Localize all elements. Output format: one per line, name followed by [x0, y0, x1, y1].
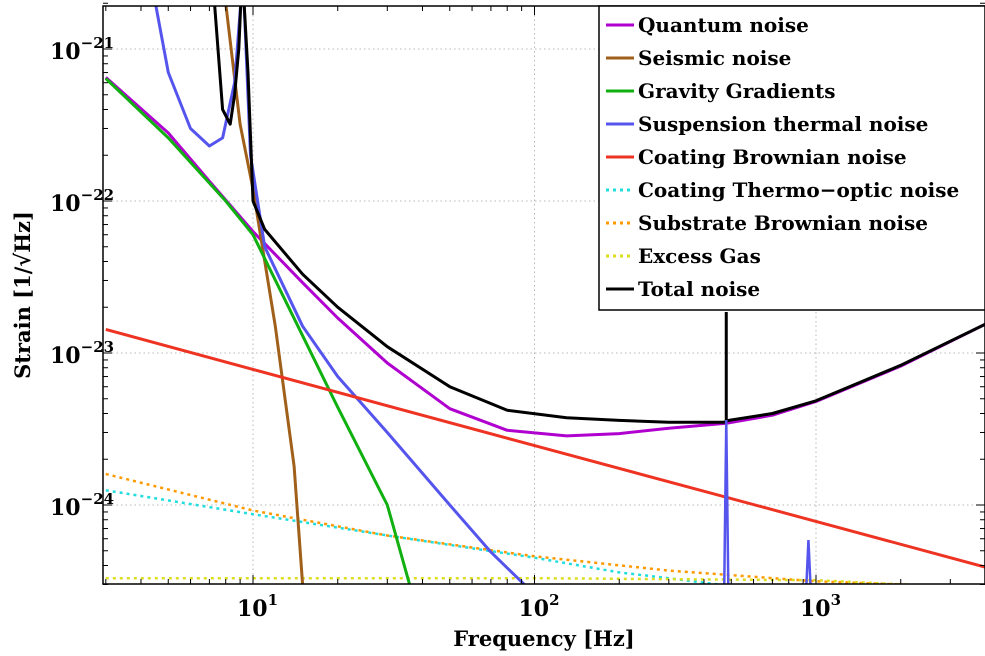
legend-entry-excess-gas: Excess Gas — [606, 244, 761, 268]
tick-labels: 101 102 103 10−24 10−23 10−22 10−21 — [50, 34, 841, 622]
series-line-excess-gas — [105, 576, 921, 584]
legend-label: Total noise — [638, 277, 760, 301]
legend-entry-quantum-noise: Quantum noise — [606, 13, 809, 37]
legend-entries: Quantum noise Seismic noise Gravity Gradie… — [606, 13, 959, 301]
y-axis-label: Strain [1/√Hz] — [10, 211, 35, 379]
y-tick-label: 10−23 — [50, 338, 114, 369]
y-tick-label: 10−24 — [50, 490, 114, 521]
legend-label: Excess Gas — [638, 244, 761, 268]
x-tick-label: 101 — [237, 591, 278, 622]
legend-label: Coating Thermo−optic noise — [638, 178, 959, 202]
legend-label: Suspension thermal noise — [638, 112, 928, 136]
series-line-gravity-gradients — [104, 77, 412, 584]
x-tick-label: 102 — [519, 591, 560, 622]
legend-entry-seismic-noise: Seismic noise — [606, 46, 791, 70]
legend-entry-gravity-gradients: Gravity Gradients — [606, 79, 836, 103]
y-tick-label: 10−22 — [50, 186, 114, 217]
legend-label: Quantum noise — [638, 13, 809, 37]
series-layer — [104, 6, 985, 584]
x-axis-label: Frequency [Hz] — [453, 626, 634, 651]
series-line-substrate-brownian-noise — [105, 472, 919, 584]
legend-entry-coating-brownian-noise: Coating Brownian noise — [606, 145, 907, 169]
legend-entry-substrate-brownian-noise: Substrate Brownian noise — [606, 211, 928, 235]
legend-label: Substrate Brownian noise — [638, 211, 928, 235]
legend-label: Seismic noise — [638, 46, 791, 70]
legend: Quantum noise Seismic noise Gravity Gradie… — [598, 5, 985, 311]
legend-label: Coating Brownian noise — [638, 145, 907, 169]
suspension-violin-harmonic-spike — [805, 539, 812, 584]
legend-label: Gravity Gradients — [638, 79, 836, 103]
legend-entry-total-noise: Total noise — [606, 277, 760, 301]
legend-entry-coating-thermo-optic-noise: Coating Thermo−optic noise — [606, 178, 959, 202]
x-tick-label: 103 — [800, 591, 841, 622]
y-tick-label: 10−21 — [50, 34, 114, 65]
series-line-total-noise — [213, 6, 985, 424]
legend-box — [598, 5, 985, 311]
plot-frame — [102, 5, 985, 585]
legend-entry-suspension-thermal-noise: Suspension thermal noise — [606, 112, 928, 136]
series-line-coating-brownian-noise — [105, 327, 985, 569]
